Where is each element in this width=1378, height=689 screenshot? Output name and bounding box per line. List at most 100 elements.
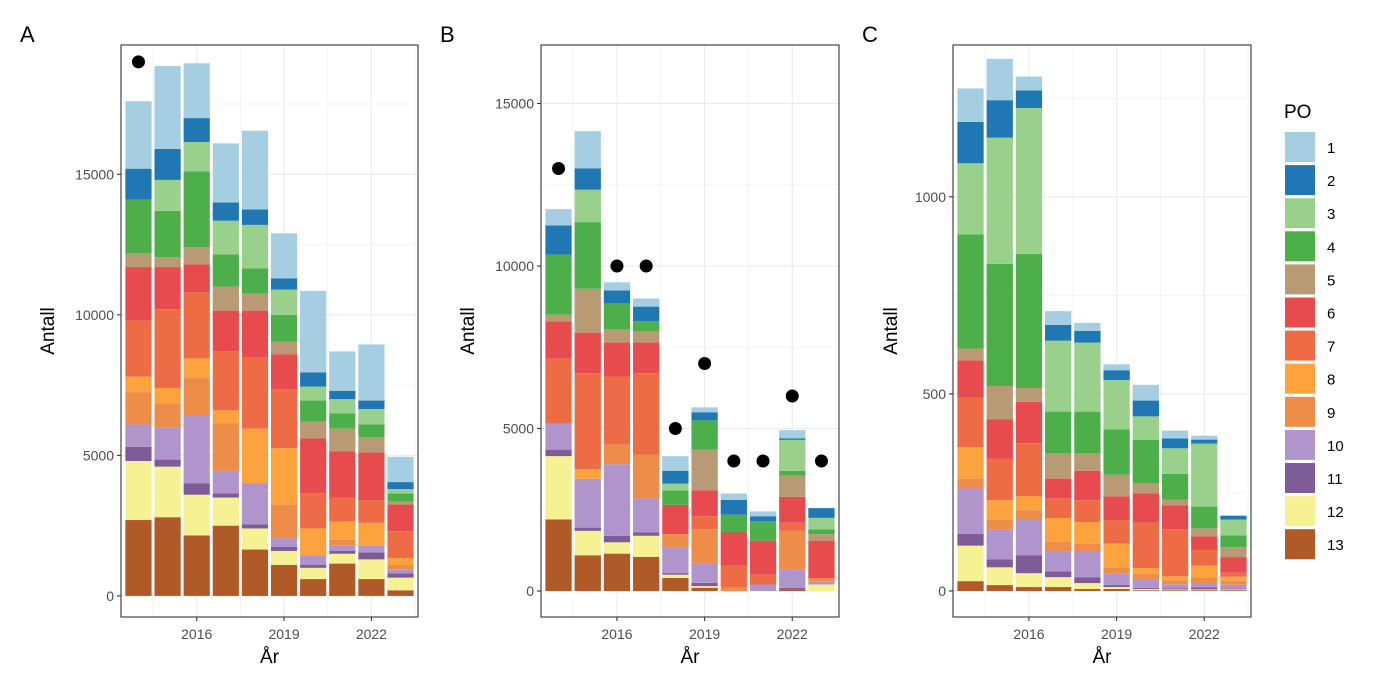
x-tick-label: 2022 — [356, 626, 387, 642]
bar-segment-po11-2015 — [154, 459, 181, 467]
bar-segment-po9-2021 — [329, 539, 356, 546]
bar-segment-po13-2018 — [1074, 589, 1101, 591]
bar-segment-po2-2019 — [1103, 370, 1130, 381]
bar-segment-po11-2023 — [1220, 588, 1247, 590]
y-tick-label: 10000 — [75, 307, 114, 323]
bar-segment-po12-2016 — [183, 494, 210, 536]
bar-segment-po1-2021 — [1161, 430, 1189, 439]
bar-segment-po6-2018 — [241, 310, 269, 357]
bar-segment-po1-2016 — [1015, 76, 1043, 91]
legend-label-po12: 12 — [1327, 504, 1344, 521]
bar-segment-po5-2022 — [779, 475, 806, 497]
bar-segment-po11-2022 — [1191, 587, 1218, 590]
bar-segment-po4-2019 — [270, 314, 298, 342]
y-tick-label: 0 — [526, 583, 534, 599]
bar-segment-po9-2014 — [957, 478, 984, 489]
bar-segment-po13-2016 — [603, 553, 631, 591]
bar-segment-po9-2023 — [808, 578, 835, 582]
legend-key-po11 — [1285, 463, 1315, 493]
y-tick-label: 5000 — [83, 447, 114, 463]
bar-segment-po9-2019 — [691, 529, 718, 564]
bar-segment-po1-2015 — [154, 66, 181, 149]
bar-segment-po12-2022 — [1191, 589, 1218, 591]
bar-segment-po1-2017 — [633, 298, 660, 307]
bar-segment-po3-2022 — [1191, 443, 1218, 507]
bar-segment-po7-2020 — [720, 565, 747, 588]
legend-key-po10 — [1285, 429, 1315, 460]
legend-key-po3 — [1285, 198, 1315, 229]
bar-segment-po7-2018 — [1074, 500, 1101, 522]
bar-segment-po5-2020 — [1132, 483, 1159, 494]
legend-label-po6: 6 — [1327, 306, 1335, 323]
bar-segment-po5-2017 — [212, 286, 239, 311]
bar-segment-po11-2021 — [1161, 588, 1189, 590]
bar-segment-po4-2017 — [212, 254, 239, 287]
bar-segment-po7-2019 — [270, 389, 298, 449]
legend-key-po13 — [1285, 529, 1315, 560]
bar-segment-po6-2014 — [125, 267, 152, 321]
y-tick-label: 1000 — [915, 189, 946, 205]
bar-segment-po11-2014 — [957, 533, 984, 546]
bars — [545, 131, 835, 591]
bar-segment-po7-2016 — [1015, 443, 1043, 497]
bar-segment-po5-2019 — [1103, 474, 1130, 497]
legend-label-po3: 3 — [1327, 206, 1335, 223]
y-tick-label: 15000 — [75, 166, 114, 182]
x-tick-label: 2022 — [1189, 626, 1220, 642]
bar-segment-po10-2016 — [603, 464, 631, 536]
bar-segment-po12-2016 — [603, 542, 631, 554]
bar-segment-po13-2022 — [1191, 590, 1218, 591]
legend-label-po13: 13 — [1327, 537, 1344, 554]
bar-segment-po5-2022 — [358, 437, 385, 453]
bar-segment-po12-2016 — [1015, 573, 1043, 588]
bar-segment-po4-2015 — [154, 210, 181, 258]
bar-segment-po2-2015 — [574, 168, 601, 190]
bar-segment-po13-2017 — [1045, 587, 1072, 591]
bar-segment-po13-2020 — [300, 579, 327, 596]
bar-segment-po1-2023 — [387, 456, 414, 483]
bar-segment-po2-2023 — [387, 482, 414, 490]
point-2017 — [639, 259, 653, 273]
bar-segment-po3-2017 — [1045, 340, 1072, 412]
bar-segment-po2-2015 — [986, 100, 1013, 138]
bar-segment-po11-2015 — [574, 527, 601, 531]
bar-segment-po7-2017 — [633, 373, 660, 455]
bar-segment-po2-2020 — [1132, 400, 1159, 417]
bar-segment-po8-2014 — [957, 447, 984, 479]
bar-segment-po8-2017 — [212, 410, 239, 424]
point-2016 — [610, 259, 624, 273]
bar-segment-po8-2022 — [358, 522, 385, 546]
y-axis-title: Antall — [38, 307, 59, 355]
bar-segment-po9-2020 — [720, 587, 747, 591]
bar-segment-po2-2022 — [779, 438, 806, 440]
bar-segment-po3-2022 — [358, 409, 385, 425]
bar-segment-po3-2020 — [1132, 416, 1159, 440]
bar-segment-po10-2018 — [241, 483, 269, 525]
bar-segment-po9-2017 — [212, 423, 239, 471]
bar-segment-po5-2022 — [1191, 528, 1218, 537]
bar-segment-po6-2023 — [1220, 557, 1247, 573]
bar-segment-po10-2015 — [574, 478, 601, 528]
bar-segment-po10-2023 — [1220, 584, 1247, 589]
bar-segment-po4-2020 — [720, 514, 747, 533]
panel-letter: B — [440, 22, 455, 47]
bar-segment-po6-2017 — [212, 310, 239, 352]
legend-label-po4: 4 — [1327, 239, 1335, 256]
x-axis-title: År — [681, 647, 701, 668]
bar-segment-po10-2022 — [358, 545, 385, 553]
bar-segment-po8-2021 — [329, 521, 356, 540]
legend-label-po7: 7 — [1327, 339, 1335, 356]
bar-segment-po11-2022 — [779, 587, 806, 590]
bar-segment-po11-2021 — [329, 550, 356, 554]
bar-segment-po2-2016 — [603, 290, 631, 304]
bar-segment-po5-2021 — [329, 428, 356, 452]
bar-segment-po1-2022 — [1191, 435, 1218, 440]
bar-segment-po13-2014 — [957, 581, 984, 591]
bar-segment-po3-2015 — [154, 179, 181, 211]
bar-segment-po1-2016 — [183, 63, 210, 119]
bar-segment-po5-2018 — [241, 293, 269, 311]
bar-segment-po5-2014 — [545, 314, 572, 322]
y-tick-label: 10000 — [495, 258, 534, 274]
bar-segment-po3-2023 — [808, 517, 835, 530]
bar-segment-po11-2017 — [633, 532, 660, 536]
